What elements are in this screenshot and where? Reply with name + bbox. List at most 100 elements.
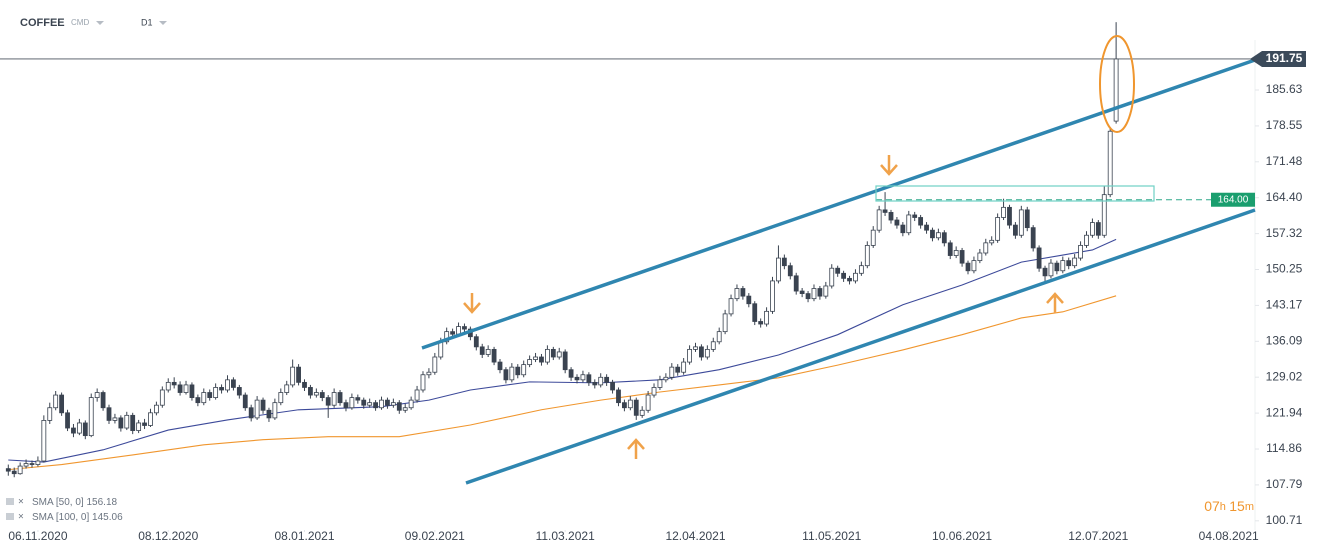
candle-body (491, 348, 497, 363)
candle-body (900, 224, 906, 234)
plot-area: 100.71 107.79 114.86 121.94 129.02 136.09 143.… (0, 22, 1303, 543)
candle-body (373, 402, 378, 409)
x-tick-label: 04.08.2021 (1199, 529, 1259, 543)
candle-body (302, 381, 307, 388)
candle-body (610, 381, 615, 391)
candle-body (248, 407, 254, 419)
arrow-up (1046, 292, 1064, 313)
candle-body (1095, 222, 1101, 236)
candle-body (805, 293, 811, 300)
candle-body (59, 394, 65, 414)
y-tick-label: 143.17 (1266, 298, 1303, 312)
candle-body (1024, 209, 1030, 229)
candle-body (444, 331, 450, 343)
candle-body (402, 407, 408, 411)
candle-body (153, 404, 159, 414)
candle-body (799, 290, 805, 294)
legend-x[interactable]: × (18, 512, 24, 523)
candle-body (509, 366, 515, 381)
candle-body (165, 381, 171, 391)
candle-body (497, 361, 503, 371)
candle-body (331, 392, 337, 406)
price-label-box (1250, 50, 1306, 67)
legend-entry: SMA [100, 0] 145.06 (32, 512, 123, 523)
y-tick-label: 136.09 (1266, 334, 1303, 348)
candle-body (1060, 260, 1066, 272)
candle-body (829, 267, 835, 287)
caret[interactable] (96, 21, 104, 25)
candle-body (651, 387, 657, 396)
symbol[interactable]: COFFEE (20, 17, 65, 29)
candle-body (693, 346, 698, 350)
candle-body (266, 409, 272, 419)
candle-body (5, 468, 11, 472)
candle-body (76, 422, 82, 434)
candle-body (657, 379, 663, 388)
candle-body (1036, 247, 1042, 269)
candle-body (290, 366, 296, 386)
candle-body (675, 366, 681, 373)
candle-body (639, 409, 645, 416)
candle-body (17, 465, 23, 475)
candle-body (379, 399, 384, 409)
candle-body (53, 394, 59, 409)
candle-body (1101, 194, 1107, 236)
legend-icon[interactable] (6, 513, 14, 520)
level-label-box (1211, 192, 1255, 207)
candle-body (622, 402, 627, 409)
candle-body (106, 407, 112, 421)
caret[interactable] (159, 21, 167, 25)
candle-body (272, 402, 278, 419)
channel-upper (421, 58, 1256, 350)
candle-body (148, 412, 153, 426)
candle-body (521, 364, 527, 376)
candle-body (408, 399, 414, 409)
candle-body (313, 392, 319, 396)
legend-icon[interactable] (6, 498, 14, 505)
candle-body (118, 417, 124, 429)
candle-body (941, 232, 947, 244)
candle-body (100, 392, 106, 409)
candle-body (485, 348, 491, 355)
candle-body (853, 272, 858, 282)
candle-body (746, 295, 752, 305)
candle-body (231, 379, 236, 388)
candle-body (539, 356, 544, 363)
candle-body (1084, 234, 1089, 246)
candle-body (983, 242, 989, 254)
candle-body (503, 369, 509, 381)
candle-body (396, 402, 402, 411)
candle-body (894, 219, 900, 226)
candle-body (574, 376, 580, 381)
candle-body (930, 229, 935, 239)
x-tick-label: 11.03.2021 (536, 529, 595, 543)
candle-body (598, 376, 604, 386)
candle-body (1042, 267, 1048, 277)
candle-body (1072, 257, 1078, 267)
x-tick-label: 09.02.2021 (405, 529, 465, 543)
candle-body (1113, 58, 1119, 122)
x-tick-label: 10.06.2021 (932, 529, 992, 543)
candle-body (604, 376, 610, 383)
y-tick-label: 178.55 (1266, 118, 1303, 132)
candle-body (876, 209, 882, 231)
candle-body (462, 326, 467, 330)
candle-body (296, 366, 301, 383)
interval[interactable]: D1 (141, 17, 153, 27)
channel-lower (465, 208, 1256, 485)
candle-body (704, 348, 710, 358)
legend-x[interactable]: × (18, 497, 24, 508)
candle-body (959, 250, 965, 264)
candle-body (189, 384, 195, 398)
candle-body (112, 417, 118, 421)
candle-body (764, 310, 769, 325)
timer-hours: 07 (1204, 498, 1220, 514)
y-tick-label: 129.02 (1266, 369, 1303, 383)
timer-unit: m (1245, 501, 1254, 513)
candle-body (390, 402, 396, 406)
candle-body (770, 280, 775, 312)
candle-body (438, 341, 444, 358)
candle-body (385, 399, 390, 406)
market[interactable]: CMD (71, 18, 89, 27)
candle-body (740, 288, 746, 297)
